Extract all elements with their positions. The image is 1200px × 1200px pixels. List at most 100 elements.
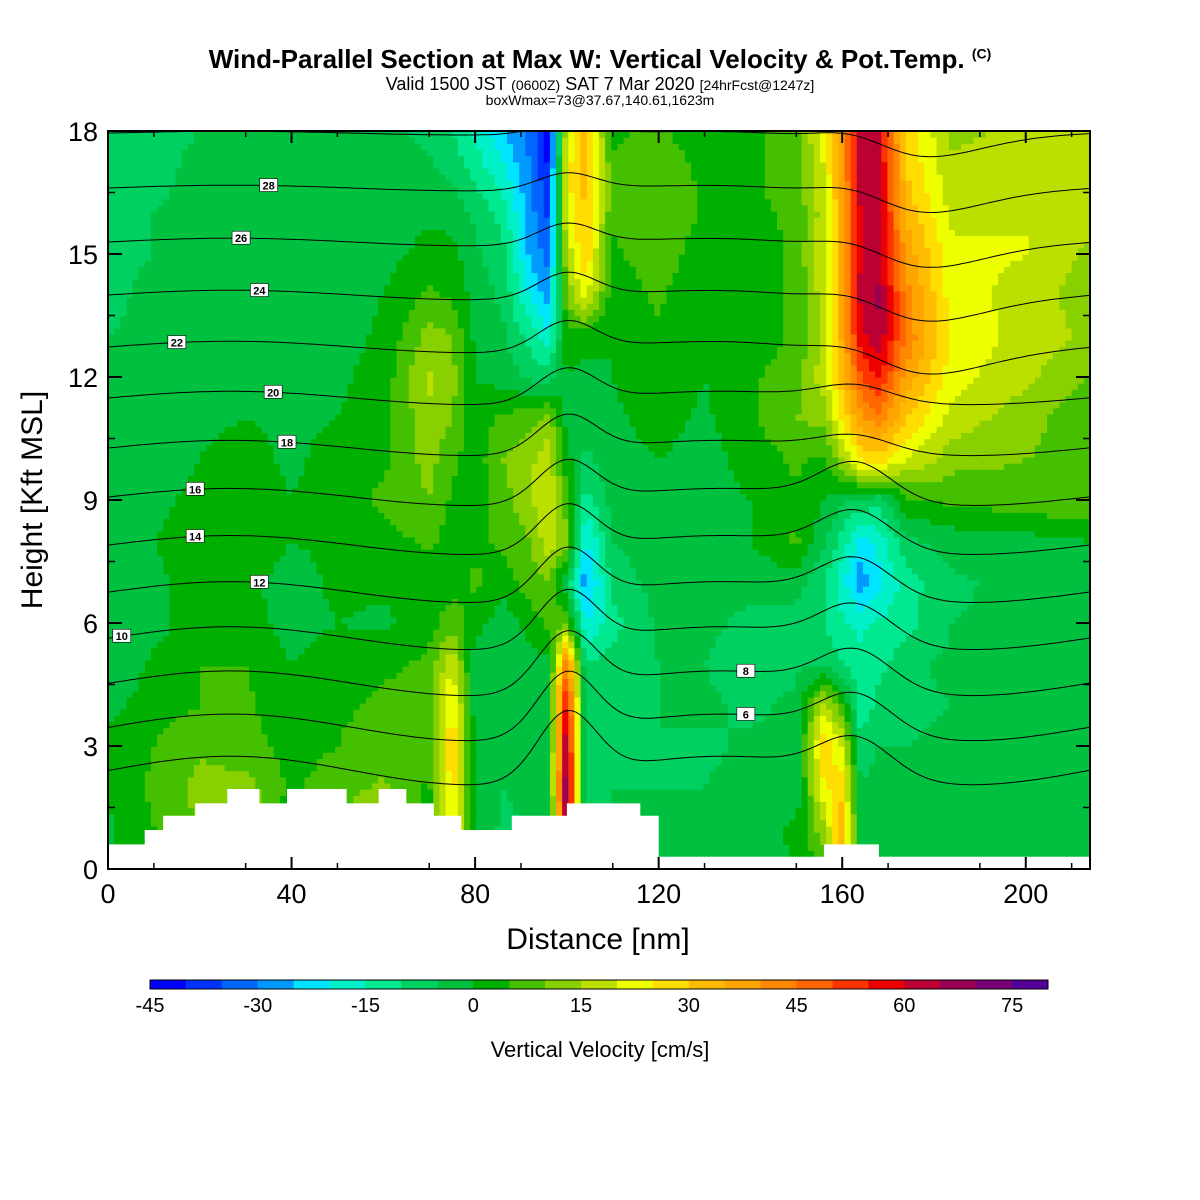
velocity-cell	[1028, 752, 1036, 759]
velocity-cell	[887, 782, 895, 790]
velocity-cell	[826, 813, 833, 821]
velocity-cell	[1016, 758, 1024, 766]
velocity-cell	[249, 764, 256, 772]
velocity-cell	[224, 752, 232, 759]
velocity-cell	[905, 721, 913, 729]
velocity-cell	[893, 832, 901, 839]
velocity-cell	[488, 789, 496, 796]
velocity-cell	[826, 838, 833, 845]
velocity-cell	[1071, 764, 1079, 772]
velocity-cell	[807, 813, 815, 821]
velocity-cell	[629, 696, 637, 704]
velocity-cell	[660, 739, 668, 747]
velocity-cell	[783, 764, 790, 772]
velocity-cell	[1016, 807, 1024, 815]
velocity-cell	[807, 721, 815, 729]
velocity-cell	[819, 709, 827, 716]
velocity-cell	[414, 690, 422, 698]
velocity-cell	[599, 715, 606, 722]
velocity-cell	[991, 746, 999, 753]
velocity-cell	[832, 764, 839, 772]
velocity-cell	[887, 764, 895, 772]
velocity-cell	[470, 684, 477, 692]
velocity-cell	[979, 832, 987, 839]
velocity-cell	[206, 678, 213, 686]
velocity-cell	[298, 690, 305, 698]
velocity-cell	[592, 764, 600, 772]
velocity-cell	[709, 770, 717, 778]
velocity-cell	[648, 733, 655, 741]
velocity-cell	[279, 727, 287, 735]
velocity-cell	[918, 770, 925, 778]
velocity-cell	[243, 764, 250, 772]
velocity-cell	[408, 752, 416, 759]
velocity-cell	[1053, 727, 1060, 735]
velocity-cell	[108, 715, 115, 722]
velocity-cell	[703, 758, 711, 766]
velocity-cell	[236, 764, 244, 772]
velocity-cell	[912, 764, 919, 772]
velocity-cell	[445, 727, 453, 735]
velocity-cell	[580, 782, 588, 790]
velocity-cell	[169, 709, 177, 716]
velocity-cell	[850, 752, 858, 759]
velocity-cell	[187, 795, 195, 802]
velocity-cell	[776, 727, 784, 735]
velocity-cell	[525, 702, 533, 710]
velocity-cell	[261, 764, 269, 772]
velocity-cell	[193, 696, 201, 704]
velocity-cell	[132, 813, 140, 821]
velocity-cell	[1016, 813, 1024, 821]
velocity-cell	[390, 709, 398, 716]
velocity-cell	[181, 733, 189, 741]
velocity-cell	[991, 782, 999, 790]
velocity-cell	[1034, 838, 1042, 845]
velocity-cell	[783, 758, 790, 766]
velocity-cell	[212, 764, 220, 772]
velocity-cell	[378, 678, 385, 686]
velocity-cell	[439, 758, 447, 766]
velocity-cell	[513, 696, 520, 704]
velocity-cell	[697, 807, 704, 815]
velocity-cell	[881, 715, 889, 722]
velocity-cell	[543, 709, 551, 716]
velocity-cell	[236, 739, 244, 747]
velocity-cell	[813, 746, 821, 753]
velocity-cell	[513, 702, 520, 710]
velocity-cell	[813, 678, 821, 686]
velocity-cell	[678, 684, 686, 692]
velocity-cell	[703, 721, 711, 729]
velocity-cell	[697, 844, 704, 852]
velocity-cell	[1016, 752, 1024, 759]
velocity-cell	[255, 746, 263, 753]
velocity-cell	[1022, 727, 1030, 735]
velocity-cell	[1034, 727, 1042, 735]
velocity-cell	[942, 752, 950, 759]
velocity-cell	[789, 795, 796, 802]
velocity-cell	[285, 733, 293, 741]
velocity-cell	[709, 776, 717, 784]
velocity-cell	[715, 758, 723, 766]
velocity-cell	[936, 696, 944, 704]
velocity-cell	[905, 825, 913, 833]
velocity-cell	[641, 690, 649, 698]
velocity-cell	[734, 776, 741, 784]
velocity-cell	[819, 746, 827, 753]
velocity-cell	[249, 746, 256, 753]
velocity-cell	[875, 764, 882, 772]
velocity-cell	[881, 690, 889, 698]
velocity-cell	[298, 678, 305, 686]
velocity-cell	[709, 838, 717, 845]
velocity-cell	[764, 727, 772, 735]
velocity-cell	[488, 733, 496, 741]
velocity-cell	[789, 752, 796, 759]
velocity-cell	[200, 789, 207, 796]
velocity-cell	[206, 702, 213, 710]
velocity-cell	[776, 709, 784, 716]
velocity-cell	[997, 770, 1005, 778]
velocity-cell	[691, 746, 698, 753]
velocity-cell	[506, 702, 514, 710]
velocity-cell	[273, 727, 281, 735]
velocity-cell	[285, 696, 293, 704]
velocity-cell	[120, 672, 128, 679]
